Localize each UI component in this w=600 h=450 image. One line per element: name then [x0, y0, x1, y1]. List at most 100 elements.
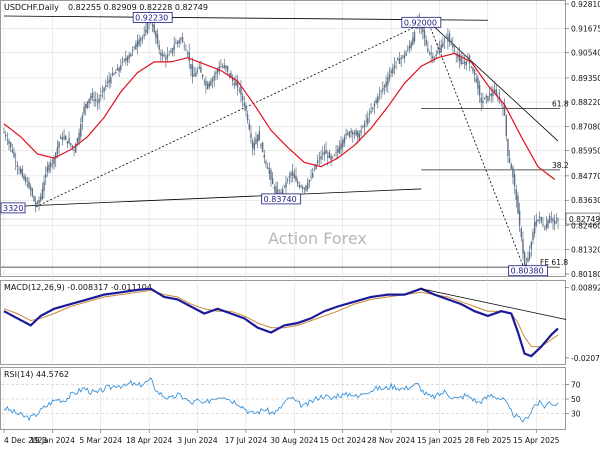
price-label-box	[132, 11, 173, 23]
price-tick-label: 0.89350	[571, 74, 600, 83]
candle-body	[160, 52, 162, 56]
candle-body	[537, 219, 539, 221]
candle-body	[453, 50, 456, 52]
candle-body	[285, 182, 287, 188]
candle-body	[380, 90, 382, 92]
candle-body	[457, 54, 459, 58]
candle-body	[216, 69, 219, 73]
candle-body	[295, 175, 297, 182]
candle-body	[206, 83, 209, 89]
candle-body	[308, 180, 311, 183]
ohlc-values: 0.82255 0.82909 0.82228 0.82749	[68, 3, 208, 12]
candle-body	[205, 80, 207, 86]
candle-body	[325, 149, 327, 154]
price-label-box	[0, 202, 26, 214]
price-label-text: 0.80380	[511, 267, 544, 276]
candle-body	[362, 126, 364, 128]
candle-body	[383, 85, 386, 88]
candle-body	[413, 32, 416, 42]
candle-body	[422, 26, 424, 33]
candle-body	[78, 132, 80, 142]
candle-body	[126, 56, 129, 62]
candle-body	[248, 123, 250, 130]
candle-body	[513, 174, 516, 186]
rsi-title: RSI(14) 44.5762	[4, 370, 69, 379]
candle-body	[300, 185, 302, 188]
candle-body	[377, 96, 379, 103]
price-tick-label: 0.80180	[571, 270, 600, 279]
fib-level-label: 61.8	[552, 100, 569, 109]
candle-body	[3, 132, 5, 134]
last-price-value: 0.82749	[569, 215, 600, 224]
candle-body	[345, 133, 347, 136]
candle-body	[460, 58, 462, 65]
x-tick-label: 17 Jul 2024	[225, 436, 268, 445]
candle-body	[251, 140, 254, 148]
candle-body	[111, 72, 114, 76]
candle-body	[165, 57, 167, 60]
candle-body	[250, 133, 252, 139]
candle-body	[230, 72, 232, 78]
price-panel-frame	[0, 0, 566, 277]
candle-body	[375, 99, 377, 104]
candle-body	[86, 101, 89, 108]
candle-body	[398, 58, 401, 64]
candle-body	[238, 89, 240, 91]
candle-body	[213, 75, 215, 80]
candle-body	[263, 154, 266, 159]
candle-body	[141, 37, 144, 39]
candle-body	[517, 195, 519, 214]
candle-body	[120, 65, 122, 71]
candle-body	[350, 130, 352, 133]
candle-body	[405, 52, 407, 56]
candle-body	[515, 189, 517, 200]
candle-body	[138, 39, 140, 45]
macd-panel-frame	[0, 280, 566, 365]
candle-body	[298, 184, 301, 187]
candle-body	[19, 168, 22, 174]
candle-body	[46, 166, 49, 173]
x-tick-label: 4 Dec 2023	[4, 436, 47, 445]
candle-body	[4, 134, 7, 137]
macd-title: MACD(12,26,9) -0.008317 -0.011104	[4, 283, 152, 292]
candle-body	[241, 95, 244, 101]
candle-body	[225, 65, 227, 69]
candle-body	[480, 97, 482, 103]
candle-body	[400, 57, 402, 59]
candle-body	[41, 189, 44, 199]
candle-body	[365, 120, 367, 122]
candle-body	[155, 31, 157, 38]
candle-body	[330, 155, 332, 161]
macd-trendline	[421, 288, 567, 320]
candle-body	[23, 175, 25, 180]
candle-body	[340, 143, 342, 150]
candle-body	[63, 136, 65, 139]
candle-body	[183, 45, 185, 47]
candle-body	[268, 168, 271, 175]
candle-body	[470, 67, 472, 69]
candle-body	[88, 98, 90, 104]
candle-body	[452, 44, 454, 48]
candle-body	[503, 105, 506, 116]
candle-body	[180, 38, 182, 40]
candle-body	[168, 54, 170, 56]
candle-body	[116, 68, 119, 71]
candle-body	[95, 99, 97, 101]
candle-body	[290, 173, 292, 176]
candle-body	[505, 115, 507, 136]
candle-body	[93, 99, 95, 101]
price-tick-label: 0.83630	[571, 196, 600, 205]
candle-body	[528, 252, 531, 260]
candle-body	[352, 131, 354, 135]
candle-body	[173, 44, 175, 50]
candle-body	[201, 74, 204, 77]
candle-body	[310, 177, 312, 178]
candle-body	[190, 64, 192, 70]
candle-body	[493, 89, 496, 92]
candle-body	[245, 104, 247, 112]
candle-body	[136, 40, 139, 47]
dashed-trendline	[427, 20, 525, 270]
candle-body	[158, 45, 160, 50]
candle-body	[231, 77, 234, 82]
candle-body	[220, 66, 222, 68]
